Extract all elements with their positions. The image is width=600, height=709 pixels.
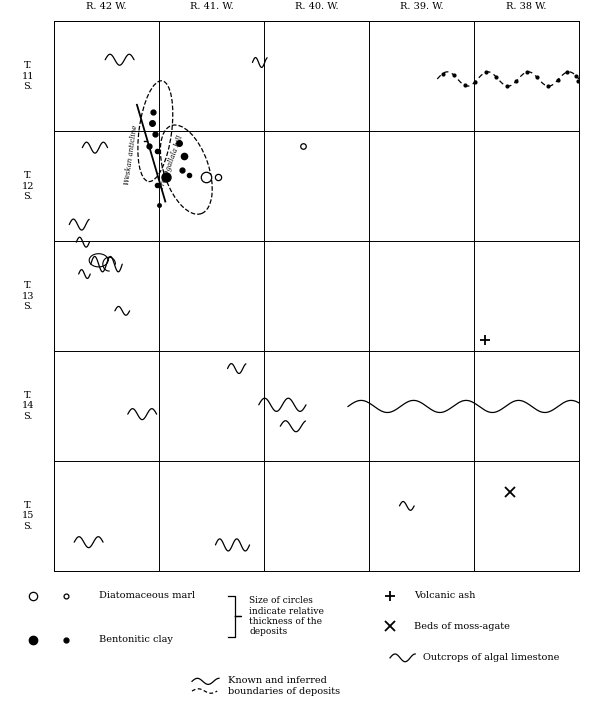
Text: R. 38 W.: R. 38 W. [506,2,547,11]
Text: T.
13
S.: T. 13 S. [22,281,34,311]
Text: T.
15
S.: T. 15 S. [22,501,34,531]
Text: Beds of moss-agate: Beds of moss-agate [414,622,510,630]
Text: Volcanic ash: Volcanic ash [414,591,475,600]
Text: Bentonitic clay: Bentonitic clay [99,635,173,644]
Text: Pre-Ogallala hill: Pre-Ogallala hill [157,135,185,191]
Text: R. 40. W.: R. 40. W. [295,2,338,11]
Text: T.
11
S.: T. 11 S. [22,61,34,91]
Text: R. 41. W.: R. 41. W. [190,2,233,11]
Text: R. 42 W.: R. 42 W. [86,2,127,11]
Text: Size of circles
indicate relative
thickness of the
deposits: Size of circles indicate relative thickn… [249,596,324,637]
Text: T.
12
S.: T. 12 S. [22,171,34,201]
Text: Outcrops of algal limestone: Outcrops of algal limestone [423,654,559,662]
Text: R. 39. W.: R. 39. W. [400,2,443,11]
Text: T.
14
S.: T. 14 S. [22,391,34,421]
Text: Weskan anticline: Weskan anticline [124,124,140,185]
Text: Diatomaceous marl: Diatomaceous marl [99,591,195,600]
Text: Known and inferred
boundaries of deposits: Known and inferred boundaries of deposit… [228,676,340,696]
